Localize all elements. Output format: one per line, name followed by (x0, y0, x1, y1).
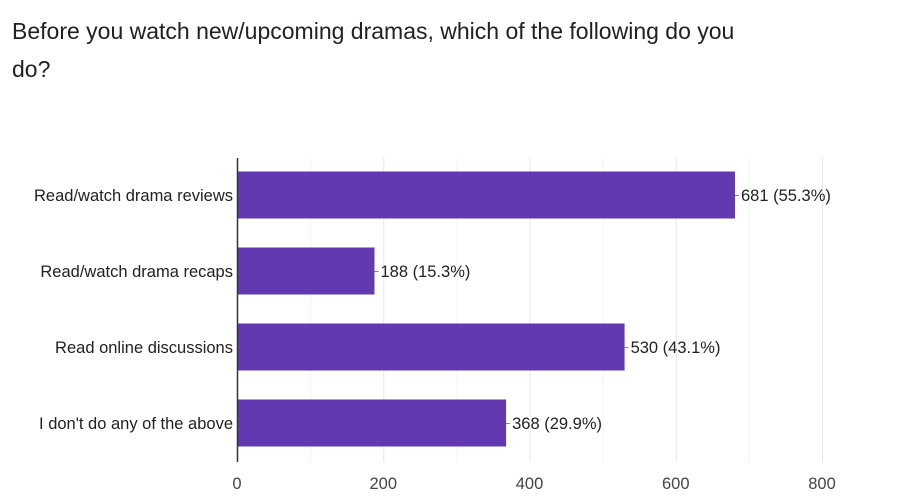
data-label-2: 530 (43.1%) (631, 339, 721, 357)
x-tick-label-1: 200 (369, 475, 397, 493)
question-title: Before you watch new/upcoming dramas, wh… (12, 18, 735, 82)
data-label-0: 681 (55.3%) (741, 187, 831, 205)
bar-0 (237, 171, 735, 219)
category-label-0: Read/watch drama reviews (34, 187, 233, 205)
x-tick-label-0: 0 (232, 475, 241, 493)
x-tick-label-2: 400 (516, 475, 544, 493)
x-tick-label-4: 800 (808, 475, 836, 493)
category-label-2: Read online discussions (55, 339, 233, 357)
bar-3 (237, 399, 507, 447)
bar-1 (237, 247, 375, 295)
bar-2 (237, 323, 625, 371)
data-label-1: 188 (15.3%) (380, 263, 470, 281)
category-label-1: Read/watch drama recaps (40, 263, 233, 281)
x-tick-label-3: 600 (662, 475, 690, 493)
category-label-3: I don't do any of the above (39, 415, 233, 433)
data-label-3: 368 (29.9%) (512, 415, 602, 433)
